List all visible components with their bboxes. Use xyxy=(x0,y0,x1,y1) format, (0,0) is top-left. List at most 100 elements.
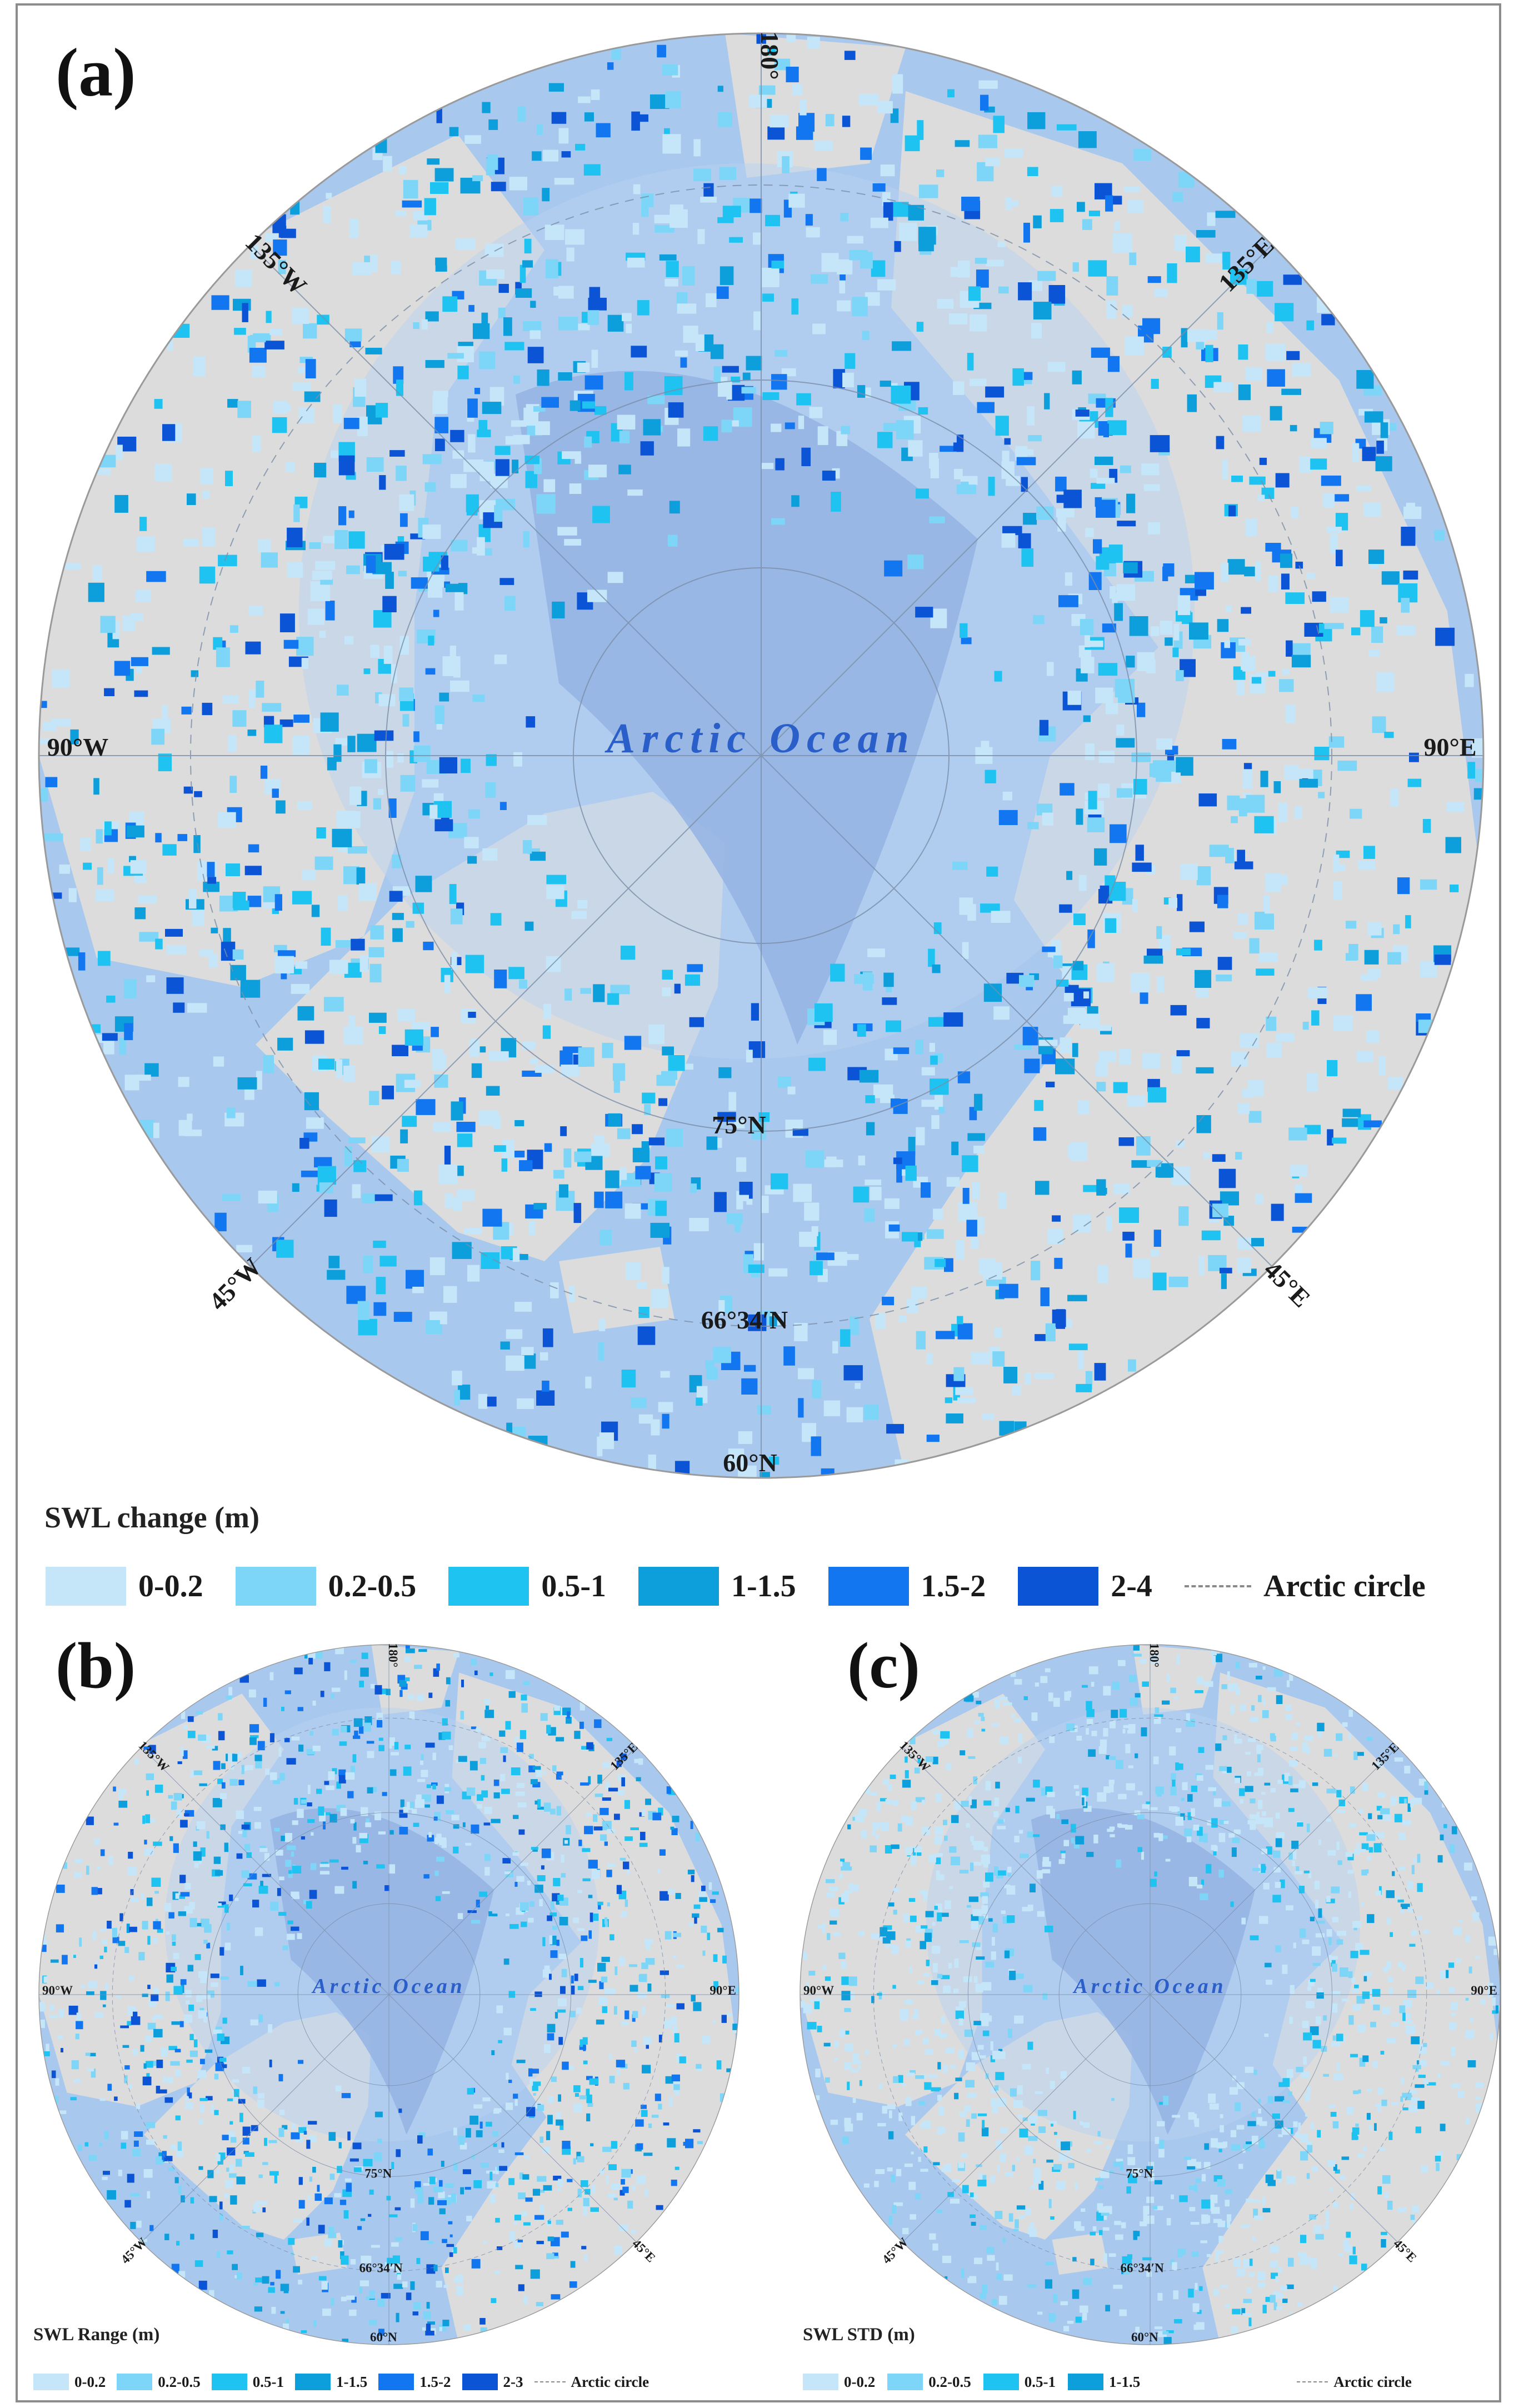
swl-cell xyxy=(1423,1930,1430,1934)
swl-cell xyxy=(676,2053,682,2063)
swl-cell xyxy=(1248,2317,1252,2326)
swl-cell xyxy=(96,829,103,844)
swl-cell xyxy=(166,977,184,994)
swl-cell xyxy=(706,1136,718,1150)
swl-cell xyxy=(1031,323,1042,339)
swl-cell xyxy=(926,1435,940,1442)
swl-cell xyxy=(842,116,851,127)
swl-cell xyxy=(255,2200,261,2204)
swl-cell xyxy=(822,1965,827,1970)
swl-cell xyxy=(1042,812,1053,826)
swl-cell xyxy=(1290,1788,1298,1792)
swl-cell xyxy=(942,2255,952,2264)
swl-cell xyxy=(49,2015,57,2019)
swl-cell xyxy=(447,353,464,359)
swl-cell xyxy=(1289,1673,1293,1681)
swl-cell xyxy=(1248,2271,1255,2277)
swl-cell xyxy=(1276,1832,1285,1839)
swl-cell xyxy=(638,1974,642,1982)
swl-cell xyxy=(269,2059,272,2067)
swl-cell xyxy=(168,1795,173,1799)
swl-cell xyxy=(936,1874,945,1881)
swl-cell xyxy=(130,613,143,622)
swl-cell xyxy=(654,1173,672,1192)
swl-cell xyxy=(1112,593,1118,603)
swl-cell xyxy=(356,867,366,885)
swl-cell xyxy=(1353,1751,1358,1760)
swl-cell xyxy=(693,2002,702,2011)
swl-cell xyxy=(68,2005,78,2015)
swl-cell xyxy=(689,1017,704,1027)
swl-cell xyxy=(1012,368,1024,386)
swl-cell xyxy=(199,949,214,956)
swl-cell xyxy=(170,2145,176,2151)
swl-cell xyxy=(222,2135,229,2141)
swl-cell xyxy=(1245,1786,1253,1792)
swl-cell xyxy=(968,1796,972,1805)
swl-cell xyxy=(1040,1676,1048,1683)
swl-cell xyxy=(1278,2134,1283,2137)
swl-cell xyxy=(546,2131,551,2140)
swl-cell xyxy=(1037,2311,1043,2315)
swl-cell xyxy=(1086,1852,1094,1857)
swl-cell xyxy=(703,183,714,197)
swl-cell xyxy=(1451,2084,1461,2089)
swl-cell xyxy=(817,168,827,181)
swl-cell xyxy=(1119,1207,1140,1223)
swl-cell xyxy=(1354,1985,1359,1989)
swl-cell xyxy=(669,501,680,514)
swl-cell xyxy=(602,2146,612,2152)
swl-cell xyxy=(1128,1724,1136,1733)
swl-cell xyxy=(631,2230,637,2234)
swl-cell xyxy=(957,1316,963,1325)
swl-cells xyxy=(39,1645,739,2344)
swl-cell xyxy=(242,1830,247,1837)
swl-cell xyxy=(1377,2087,1384,2095)
swl-cell xyxy=(1252,2236,1256,2241)
swl-cell xyxy=(738,1431,753,1444)
swl-cell xyxy=(1097,1025,1112,1031)
swl-cell xyxy=(637,1281,647,1289)
swl-cell xyxy=(378,1026,386,1034)
swl-cell xyxy=(706,293,717,307)
swl-cell xyxy=(1310,1979,1316,1982)
swl-cell xyxy=(93,778,99,795)
swl-cell xyxy=(525,2197,533,2202)
swl-cell xyxy=(902,1780,911,1788)
swl-cell xyxy=(134,907,146,920)
swl-cell xyxy=(1411,2036,1420,2045)
swl-cell xyxy=(557,1998,567,2006)
swl-cell xyxy=(1046,2159,1053,2163)
swl-cell xyxy=(1437,1855,1443,1863)
swl-cell xyxy=(178,2186,182,2195)
swl-cell xyxy=(962,2185,969,2194)
swl-cell xyxy=(953,1989,959,1994)
swl-cell xyxy=(1205,253,1222,263)
swl-cell xyxy=(1015,2219,1019,2229)
swl-cell xyxy=(446,2244,454,2247)
swl-cell xyxy=(1307,2145,1313,2153)
swl-cell xyxy=(548,83,564,92)
swl-cell xyxy=(578,1840,582,1846)
swl-cell xyxy=(861,1830,867,1839)
swl-cell xyxy=(1223,1216,1235,1226)
swl-cell xyxy=(1292,1860,1296,1866)
swl-cell xyxy=(1420,961,1437,977)
swl-cell xyxy=(1263,1817,1273,1827)
swl-cell xyxy=(1260,2137,1264,2146)
swl-cell xyxy=(286,1758,296,1765)
swl-cell xyxy=(1448,1987,1455,1993)
swl-cell xyxy=(801,447,811,466)
swl-cell xyxy=(1168,1276,1188,1287)
swl-cell xyxy=(264,2137,267,2146)
swl-cell xyxy=(224,2193,229,2198)
swl-cell xyxy=(1488,1936,1497,1946)
swl-cell xyxy=(1060,2071,1067,2079)
swl-cell xyxy=(337,685,349,696)
swl-cell xyxy=(518,2284,524,2291)
swl-cell xyxy=(293,2266,300,2273)
swl-cell xyxy=(860,252,873,269)
swl-cell xyxy=(1193,2324,1198,2330)
swl-cell xyxy=(958,1206,967,1217)
swl-cell xyxy=(505,1670,515,1679)
